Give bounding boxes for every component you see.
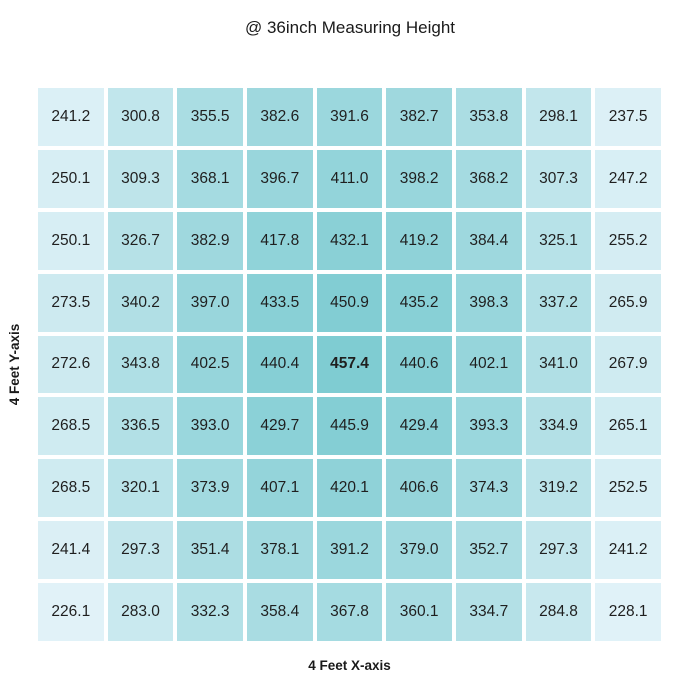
heatmap-cell: 440.6 xyxy=(386,335,452,394)
heatmap-cell: 384.4 xyxy=(455,211,522,270)
heatmap-cell: 411.0 xyxy=(316,149,383,208)
heatmap-cell: 420.1 xyxy=(316,459,383,518)
heatmap-cell: 450.9 xyxy=(316,273,383,332)
heatmap-cell: 398.3 xyxy=(455,273,522,332)
heatmap-cell: 273.5 xyxy=(38,273,104,332)
heatmap-cell: 373.9 xyxy=(177,459,243,518)
heatmap-cell: 252.5 xyxy=(595,459,661,518)
heatmap-cell: 343.8 xyxy=(107,335,174,394)
heatmap-cell: 265.9 xyxy=(595,273,661,332)
heatmap-cell: 396.7 xyxy=(246,149,313,208)
heatmap-cell: 241.2 xyxy=(38,88,104,146)
heatmap-cell: 393.0 xyxy=(177,397,243,456)
heatmap-cell: 341.0 xyxy=(525,335,592,394)
heatmap-cell: 382.9 xyxy=(177,211,243,270)
heatmap-cell: 440.4 xyxy=(246,335,313,394)
y-axis-label: 4 Feet Y-axis xyxy=(7,323,22,406)
heatmap-cell: 368.2 xyxy=(455,149,522,208)
heatmap-cell: 309.3 xyxy=(107,149,174,208)
heatmap-cell: 457.4 xyxy=(316,335,383,394)
heatmap-cell: 368.1 xyxy=(177,149,243,208)
heatmap-cell: 337.2 xyxy=(525,273,592,332)
heatmap-cell: 382.6 xyxy=(246,88,313,146)
heatmap-cell: 272.6 xyxy=(38,335,104,394)
heatmap-cell: 340.2 xyxy=(107,273,174,332)
heatmap-cell: 360.1 xyxy=(386,583,452,641)
heatmap-cell: 255.2 xyxy=(595,211,661,270)
heatmap-cell: 374.3 xyxy=(455,459,522,518)
chart-title: @ 36inch Measuring Height xyxy=(244,18,456,37)
heatmap-cell: 297.3 xyxy=(525,521,592,580)
heatmap-cell: 326.7 xyxy=(107,211,174,270)
heatmap-cell: 284.8 xyxy=(525,583,592,641)
heatmap-cell: 358.4 xyxy=(246,583,313,641)
heatmap-cell: 397.0 xyxy=(177,273,243,332)
heatmap-cell: 250.1 xyxy=(38,149,104,208)
heatmap-cell: 445.9 xyxy=(316,397,383,456)
heatmap-cell: 307.3 xyxy=(525,149,592,208)
heatmap-cell: 353.8 xyxy=(455,88,522,146)
heatmap-cell: 417.8 xyxy=(246,211,313,270)
heatmap-cell: 298.1 xyxy=(525,88,592,146)
heatmap-cell: 429.4 xyxy=(386,397,452,456)
heatmap-cell: 435.2 xyxy=(386,273,452,332)
heatmap-cell: 367.8 xyxy=(316,583,383,641)
heatmap-cell: 433.5 xyxy=(246,273,313,332)
heatmap-cell: 334.9 xyxy=(525,397,592,456)
heatmap-cell: 429.7 xyxy=(246,397,313,456)
heatmap-cell: 393.3 xyxy=(455,397,522,456)
heatmap-cell: 351.4 xyxy=(177,521,243,580)
heatmap-cell: 319.2 xyxy=(525,459,592,518)
heatmap-cell: 382.7 xyxy=(386,88,452,146)
heatmap-cell: 334.7 xyxy=(455,583,522,641)
heatmap-cell: 325.1 xyxy=(525,211,592,270)
heatmap-cell: 228.1 xyxy=(595,583,661,641)
heatmap-cell: 432.1 xyxy=(316,211,383,270)
heatmap-cell: 379.0 xyxy=(386,521,452,580)
heatmap-grid: 241.2 300.8 355.5 382.6 391.6 382.7 353.8 298.1… xyxy=(38,88,661,641)
heatmap-cell: 267.9 xyxy=(595,335,661,394)
heatmap-cell: 391.2 xyxy=(316,521,383,580)
heatmap-cell: 247.2 xyxy=(595,149,661,208)
heatmap-cell: 391.6 xyxy=(316,88,383,146)
heatmap-cell: 250.1 xyxy=(38,211,104,270)
heatmap-cell: 265.1 xyxy=(595,397,661,456)
heatmap-cell: 283.0 xyxy=(107,583,174,641)
heatmap-cell: 268.5 xyxy=(38,397,104,456)
heatmap-cell: 241.4 xyxy=(38,521,104,580)
heatmap-cell: 419.2 xyxy=(386,211,452,270)
heatmap-cell: 355.5 xyxy=(177,88,243,146)
heatmap-cell: 241.2 xyxy=(595,521,661,580)
heatmap-cell: 268.5 xyxy=(38,459,104,518)
x-axis-label: 4 Feet X-axis xyxy=(308,658,391,673)
heatmap-cell: 226.1 xyxy=(38,583,104,641)
heatmap-cell: 332.3 xyxy=(177,583,243,641)
heatmap-cell: 378.1 xyxy=(246,521,313,580)
heatmap-cell: 398.2 xyxy=(386,149,452,208)
heatmap-cell: 297.3 xyxy=(107,521,174,580)
heatmap-cell: 300.8 xyxy=(107,88,174,146)
heatmap-cell: 407.1 xyxy=(246,459,313,518)
heatmap-cell: 406.6 xyxy=(386,459,452,518)
heatmap-cell: 320.1 xyxy=(107,459,174,518)
heatmap-cell: 402.1 xyxy=(455,335,522,394)
heatmap-cell: 402.5 xyxy=(177,335,243,394)
heatmap-cell: 237.5 xyxy=(595,88,661,146)
heatmap-cell: 336.5 xyxy=(107,397,174,456)
heatmap-cell: 352.7 xyxy=(455,521,522,580)
